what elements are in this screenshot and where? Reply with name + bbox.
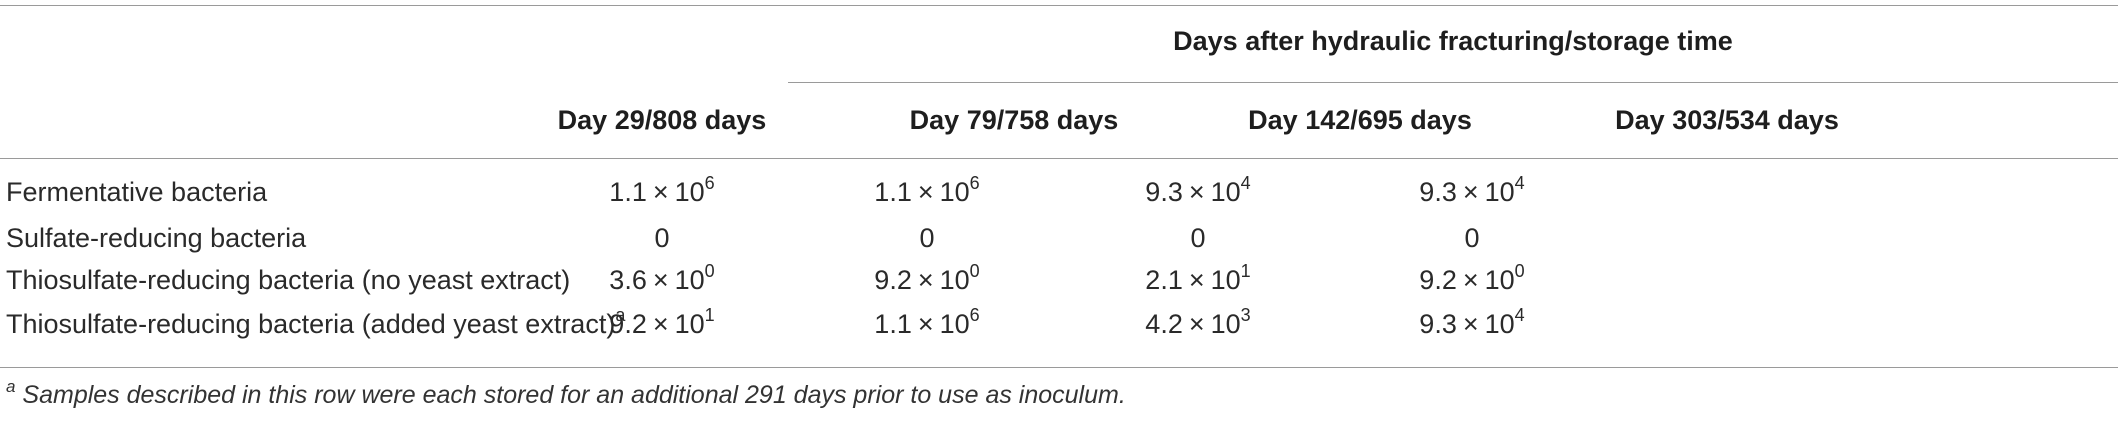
cell-mantissa: 3.6 (609, 265, 647, 295)
table-cell: 0 (1018, 222, 1378, 254)
times-symbol: × (917, 309, 934, 339)
table-cell: 1.1 × 106 (747, 305, 1107, 340)
row-label: Sulfate-reducing bacteria (6, 222, 306, 254)
cell-exponent: 6 (704, 173, 715, 193)
times-symbol: × (1188, 177, 1205, 207)
times-symbol: × (1462, 309, 1479, 339)
cell-mantissa: 9.2 (874, 265, 912, 295)
cell-base: 10 (939, 265, 970, 295)
footnote-text: Samples described in this row were each … (15, 381, 1126, 409)
cell-base: 10 (1484, 177, 1515, 207)
times-symbol: × (1462, 265, 1479, 295)
footnote-marker: a (615, 305, 626, 325)
cell-exponent: 0 (704, 261, 715, 281)
times-symbol: × (652, 265, 669, 295)
table-footnote: a Samples described in this row were eac… (6, 376, 1126, 410)
table-cell: 1.1 × 106 (747, 173, 1107, 208)
times-symbol: × (1188, 309, 1205, 339)
cell-base: 10 (1210, 265, 1241, 295)
times-symbol: × (1188, 265, 1205, 295)
cell-mantissa: 1.1 (609, 177, 647, 207)
table-top-rule (0, 5, 2118, 6)
cell-exponent: 4 (1514, 173, 1525, 193)
row-label: Thiosulfate-reducing bacteria (no yeast … (6, 264, 570, 296)
cell-value: 0 (1464, 223, 1480, 253)
table-cell: 9.3 × 104 (1292, 173, 1652, 208)
cell-exponent: 4 (1240, 173, 1251, 193)
table-cell: 4.2 × 103 (1018, 305, 1378, 340)
table-cell: 1.1 × 106 (482, 173, 842, 208)
cell-mantissa: 1.1 (874, 177, 912, 207)
cell-mantissa: 9.3 (1145, 177, 1183, 207)
cell-value: 0 (919, 223, 935, 253)
table-cell: 0 (482, 222, 842, 254)
table-cell: 3.6 × 100 (482, 261, 842, 296)
header-bottom-rule (0, 158, 2118, 159)
row-label-text: Thiosulfate-reducing bacteria (no yeast … (6, 265, 571, 295)
table-cell: 9.2 × 100 (1292, 261, 1652, 296)
cell-base: 10 (1210, 309, 1241, 339)
times-symbol: × (652, 309, 669, 339)
cell-base: 10 (1210, 177, 1241, 207)
cell-mantissa: 2.1 (1145, 265, 1183, 295)
table-cell: 9.2 × 100 (747, 261, 1107, 296)
cell-base: 10 (1484, 309, 1515, 339)
table-cell: 0 (747, 222, 1107, 254)
group-header-rule (788, 82, 2118, 83)
cell-exponent: 0 (1514, 261, 1525, 281)
table-bottom-rule (0, 367, 2118, 368)
row-label-text: Fermentative bacteria (6, 177, 268, 207)
cell-exponent: 6 (969, 173, 980, 193)
row-label: Thiosulfate-reducing bacteria (added yea… (6, 305, 626, 340)
cell-base: 10 (674, 309, 705, 339)
table-cell: 9.2 × 101 (482, 305, 842, 340)
row-label-text: Thiosulfate-reducing bacteria (added yea… (6, 309, 616, 339)
footnote-marker: a (6, 376, 16, 396)
cell-mantissa: 9.2 (609, 309, 647, 339)
cell-base: 10 (1484, 265, 1515, 295)
cell-base: 10 (939, 177, 970, 207)
column-header-day29: Day 29/808 days (557, 105, 767, 135)
times-symbol: × (652, 177, 669, 207)
row-label: Fermentative bacteria (6, 176, 267, 208)
table-cell: 0 (1292, 222, 1652, 254)
column-header-day142: Day 142/695 days (1248, 105, 1472, 135)
cell-exponent: 4 (1514, 305, 1525, 325)
column-header-day79: Day 79/758 days (909, 105, 1119, 135)
cell-value: 0 (654, 223, 670, 253)
table-cell: 9.3 × 104 (1292, 305, 1652, 340)
times-symbol: × (917, 177, 934, 207)
cell-mantissa: 4.2 (1145, 309, 1183, 339)
column-header-day303: Day 303/534 days (1615, 105, 1839, 135)
cell-exponent: 3 (1240, 305, 1251, 325)
table-cell: 2.1 × 101 (1018, 261, 1378, 296)
table-cell: 9.3 × 104 (1018, 173, 1378, 208)
cell-exponent: 0 (969, 261, 980, 281)
row-label-text: Sulfate-reducing bacteria (6, 223, 307, 253)
cell-base: 10 (939, 309, 970, 339)
cell-exponent: 1 (704, 305, 715, 325)
cell-exponent: 6 (969, 305, 980, 325)
cell-base: 10 (674, 177, 705, 207)
times-symbol: × (1462, 177, 1479, 207)
cell-exponent: 1 (1240, 261, 1251, 281)
cell-mantissa: 9.3 (1419, 177, 1457, 207)
cell-base: 10 (674, 265, 705, 295)
cell-value: 0 (1190, 223, 1206, 253)
cell-mantissa: 9.2 (1419, 265, 1457, 295)
cell-mantissa: 1.1 (874, 309, 912, 339)
group-header: Days after hydraulic fracturing/storage … (1173, 26, 1733, 56)
times-symbol: × (917, 265, 934, 295)
cell-mantissa: 9.3 (1419, 309, 1457, 339)
